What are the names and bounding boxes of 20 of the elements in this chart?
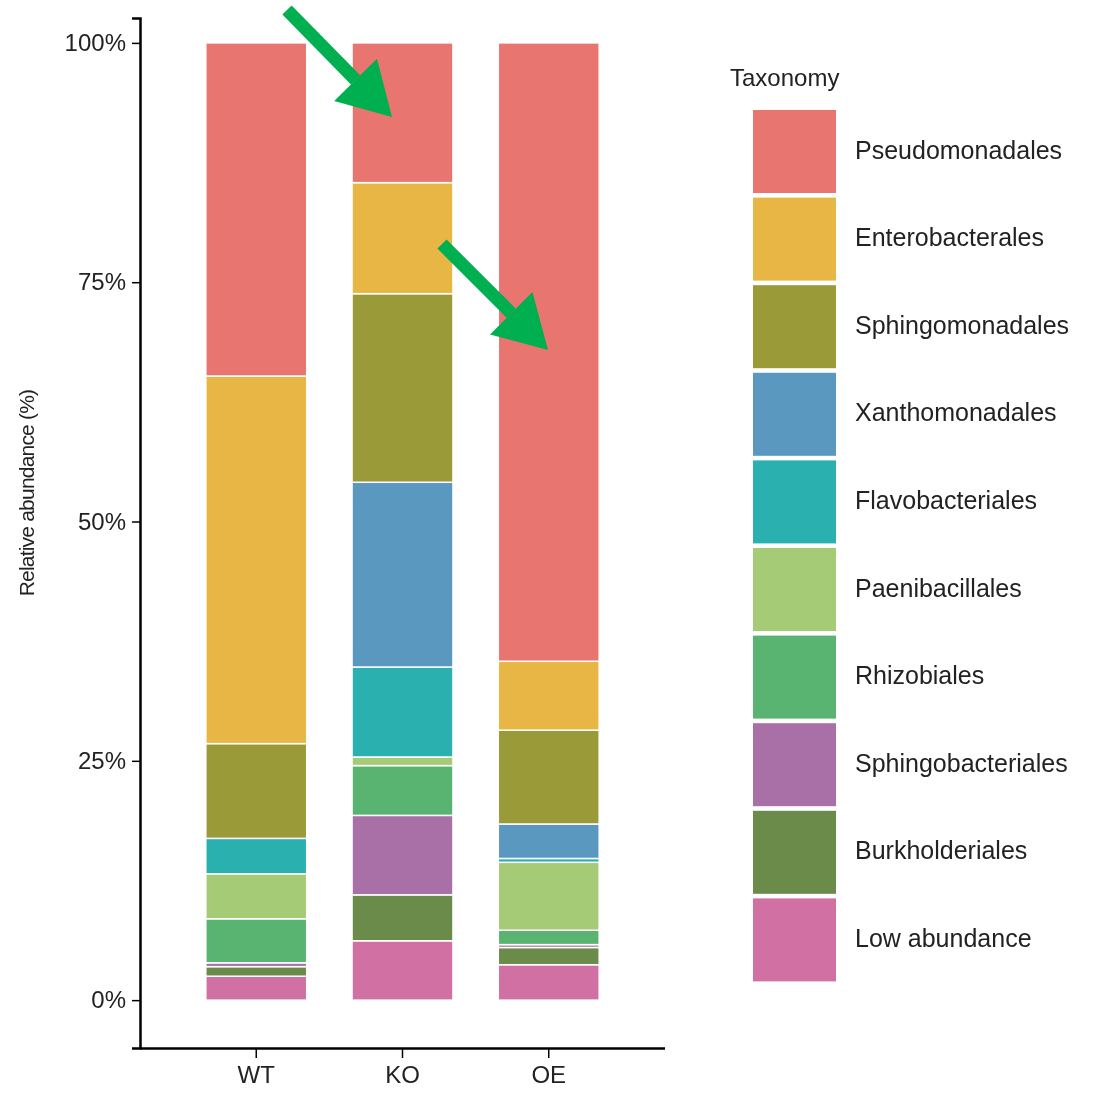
text: Paenibacillales [855,573,1022,602]
y-tick-label: 0% [91,986,126,1014]
text: Enterobacterales [855,223,1045,252]
text: Flavobacteriales [855,486,1038,515]
text: Sphingomonadales [855,310,1070,339]
y-tick-label: 50% [77,507,126,535]
text: Rhizobiales [855,661,985,690]
y-tick-label: 100% [64,29,126,57]
text: Sphingobacteriales [855,748,1068,777]
x-tick-label: WT [237,1061,276,1089]
x-tick-label: OE [531,1061,567,1089]
text: Xanthomonadales [855,398,1057,427]
text: Low abundance [855,924,1032,953]
y-tick-label: 25% [77,747,126,775]
y-axis-title: Relative abundance (%) [15,389,38,597]
text: Pseudomonadales [855,135,1063,164]
text: Burkholderiales [855,836,1028,865]
y-tick-label: 75% [77,268,126,296]
legend-title: Taxonomy [730,64,840,91]
x-tick-label: KO [385,1061,420,1089]
